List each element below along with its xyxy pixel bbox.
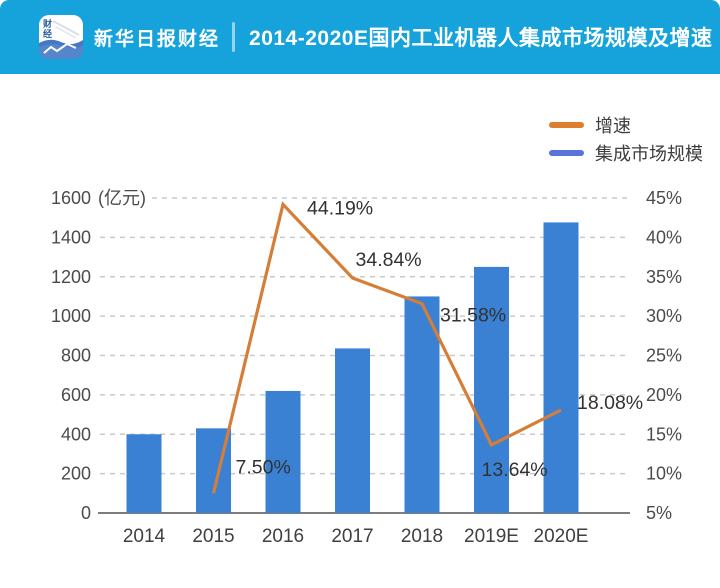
- brand-logo-icon: 财 经: [38, 14, 84, 60]
- left-axis-tick: 400: [61, 424, 91, 444]
- growth-line-swatch: [549, 122, 584, 128]
- legend-item-market-size: 集成市场规模: [549, 139, 703, 167]
- bar-2020E: [543, 222, 579, 513]
- market-size-swatch: [549, 150, 584, 156]
- page-title: 2014-2020E国内工业机器人集成市场规模及增速: [249, 27, 713, 50]
- right-axis-tick: 30%: [646, 306, 682, 326]
- chart-legend: 增速 集成市场规模: [549, 111, 703, 167]
- right-axis-tick: 5%: [646, 503, 672, 523]
- left-axis-tick: 1600: [51, 188, 91, 208]
- right-axis-tick: 10%: [646, 464, 682, 484]
- x-axis-label-2018: 2018: [401, 526, 443, 547]
- growth-point-label-2020E: 18.08%: [577, 392, 643, 414]
- growth-rate-line: [211, 201, 562, 494]
- bar-2014: [126, 434, 162, 513]
- x-axis-label-2015: 2015: [192, 526, 234, 547]
- growth-point-label-2019E: 13.64%: [482, 459, 548, 481]
- logo-text-bottom: 经: [43, 28, 52, 39]
- bar-2017: [335, 348, 370, 513]
- left-axis-tick: 800: [61, 346, 91, 366]
- brand-name: 新华日报财经: [94, 28, 221, 50]
- growth-point-label-2017: 34.84%: [356, 249, 422, 271]
- x-axis-label-2019E: 2019E: [464, 526, 519, 547]
- left-axis-tick: 0: [81, 503, 91, 523]
- right-axis-tick: 20%: [646, 385, 682, 405]
- legend-label-growth: 增速: [595, 116, 631, 136]
- logo-text-top: 财: [42, 18, 52, 29]
- legend-item-growth: 增速: [549, 111, 703, 139]
- bar-2019E: [474, 266, 509, 513]
- right-axis-tick: 15%: [646, 424, 682, 444]
- left-axis-tick: 200: [61, 464, 91, 484]
- x-axis-label-2014: 2014: [123, 526, 166, 547]
- bar-2016: [265, 390, 301, 513]
- left-axis-unit-label: (亿元): [98, 188, 146, 208]
- left-axis-tick: 600: [61, 385, 91, 405]
- left-axis-tick: 1200: [51, 267, 91, 287]
- right-axis-tick: 25%: [646, 346, 682, 366]
- x-axis-label-2020E: 2020E: [534, 526, 589, 547]
- growth-point-label-2015: 7.50%: [236, 456, 291, 478]
- x-axis-label-2017: 2017: [331, 526, 373, 547]
- bar-2018: [404, 296, 440, 513]
- right-axis-tick: 40%: [646, 227, 682, 247]
- growth-point-label-2016: 44.19%: [307, 197, 373, 219]
- legend-label-market-size: 集成市场规模: [595, 144, 703, 164]
- left-axis-tick: 1000: [51, 306, 91, 326]
- left-axis-tick: 1400: [51, 227, 91, 247]
- growth-point-label-2018: 31.58%: [440, 305, 506, 327]
- right-axis-tick: 45%: [646, 188, 682, 208]
- newspaper-finance-logo-icon: 财 经: [39, 15, 83, 59]
- header-divider: [232, 22, 236, 52]
- header-bar: 财 经 新华日报财经 2014-2020E国内工业机器人集成市场规模及增速: [0, 0, 720, 74]
- x-axis-label-2016: 2016: [262, 526, 304, 547]
- right-axis-tick: 35%: [646, 267, 682, 287]
